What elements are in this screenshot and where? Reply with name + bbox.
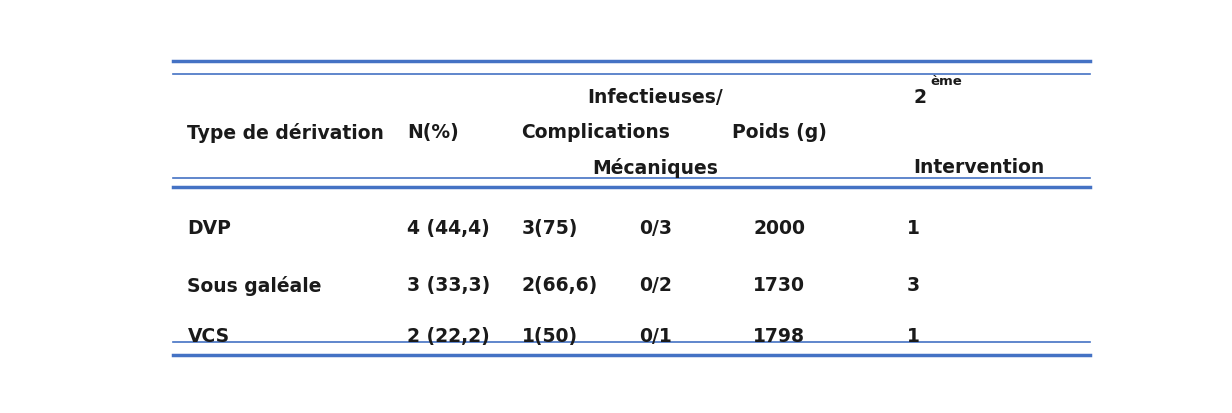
Text: Infectieuses/: Infectieuses/	[588, 88, 723, 107]
Text: 0/2: 0/2	[639, 275, 671, 294]
Text: 4 (44,4): 4 (44,4)	[407, 218, 490, 237]
Text: ème: ème	[930, 75, 962, 88]
Text: 2 (22,2): 2 (22,2)	[407, 326, 490, 345]
Text: 1(50): 1(50)	[521, 326, 578, 345]
Text: Mécaniques: Mécaniques	[593, 158, 718, 178]
Text: VCS: VCS	[187, 326, 229, 345]
Text: Poids (g): Poids (g)	[732, 123, 827, 142]
Text: 2(66,6): 2(66,6)	[521, 275, 598, 294]
Text: 3(75): 3(75)	[521, 218, 578, 237]
Text: Sous galéale: Sous galéale	[187, 275, 322, 295]
Text: 3 (33,3): 3 (33,3)	[407, 275, 490, 294]
Text: Complications: Complications	[521, 123, 670, 142]
Text: 0/1: 0/1	[639, 326, 671, 345]
Text: N(%): N(%)	[407, 123, 458, 142]
Text: 2: 2	[913, 88, 926, 107]
Text: 1: 1	[907, 218, 919, 237]
Text: Type de dérivation: Type de dérivation	[187, 122, 384, 142]
Text: 1730: 1730	[754, 275, 806, 294]
Text: 1798: 1798	[754, 326, 806, 345]
Text: 1: 1	[907, 326, 919, 345]
Text: 3: 3	[907, 275, 919, 294]
Text: 2000: 2000	[754, 218, 806, 237]
Text: Intervention: Intervention	[913, 158, 1045, 177]
Text: 0/3: 0/3	[638, 218, 671, 237]
Text: DVP: DVP	[187, 218, 232, 237]
